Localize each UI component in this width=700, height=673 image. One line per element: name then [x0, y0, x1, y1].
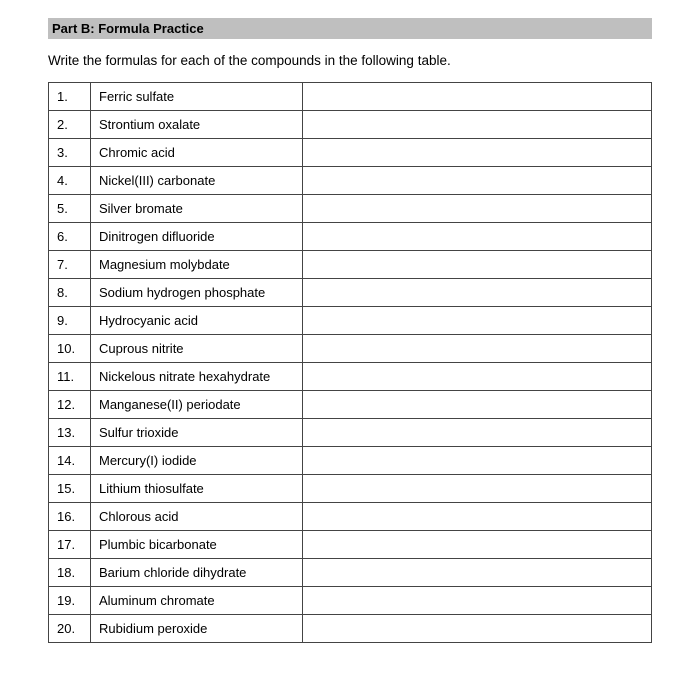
compound-name: Mercury(I) iodide	[91, 447, 303, 475]
instruction-text: Write the formulas for each of the compo…	[48, 53, 652, 68]
formula-answer-cell[interactable]	[303, 419, 652, 447]
table-row: 10.Cuprous nitrite	[49, 335, 652, 363]
formula-answer-cell[interactable]	[303, 139, 652, 167]
row-number: 12.	[49, 391, 91, 419]
formula-answer-cell[interactable]	[303, 531, 652, 559]
row-number: 7.	[49, 251, 91, 279]
table-row: 17.Plumbic bicarbonate	[49, 531, 652, 559]
compound-name: Nickelous nitrate hexahydrate	[91, 363, 303, 391]
table-row: 14.Mercury(I) iodide	[49, 447, 652, 475]
section-title: Part B: Formula Practice	[48, 18, 652, 39]
formula-answer-cell[interactable]	[303, 587, 652, 615]
formula-answer-cell[interactable]	[303, 223, 652, 251]
compound-name: Chlorous acid	[91, 503, 303, 531]
row-number: 2.	[49, 111, 91, 139]
compound-name: Sodium hydrogen phosphate	[91, 279, 303, 307]
row-number: 20.	[49, 615, 91, 643]
compound-name: Manganese(II) periodate	[91, 391, 303, 419]
compound-name: Ferric sulfate	[91, 83, 303, 111]
compound-name: Sulfur trioxide	[91, 419, 303, 447]
row-number: 18.	[49, 559, 91, 587]
table-row: 3.Chromic acid	[49, 139, 652, 167]
table-row: 6.Dinitrogen difluoride	[49, 223, 652, 251]
compound-name: Nickel(III) carbonate	[91, 167, 303, 195]
formula-answer-cell[interactable]	[303, 167, 652, 195]
table-row: 20.Rubidium peroxide	[49, 615, 652, 643]
formula-answer-cell[interactable]	[303, 447, 652, 475]
row-number: 13.	[49, 419, 91, 447]
compound-name: Chromic acid	[91, 139, 303, 167]
formula-table: 1.Ferric sulfate2.Strontium oxalate3.Chr…	[48, 82, 652, 643]
table-row: 15.Lithium thiosulfate	[49, 475, 652, 503]
table-row: 8.Sodium hydrogen phosphate	[49, 279, 652, 307]
formula-answer-cell[interactable]	[303, 363, 652, 391]
row-number: 5.	[49, 195, 91, 223]
row-number: 10.	[49, 335, 91, 363]
formula-answer-cell[interactable]	[303, 503, 652, 531]
table-row: 4.Nickel(III) carbonate	[49, 167, 652, 195]
formula-answer-cell[interactable]	[303, 475, 652, 503]
compound-name: Aluminum chromate	[91, 587, 303, 615]
formula-answer-cell[interactable]	[303, 307, 652, 335]
formula-answer-cell[interactable]	[303, 251, 652, 279]
compound-name: Cuprous nitrite	[91, 335, 303, 363]
row-number: 15.	[49, 475, 91, 503]
table-row: 13.Sulfur trioxide	[49, 419, 652, 447]
row-number: 8.	[49, 279, 91, 307]
table-row: 9.Hydrocyanic acid	[49, 307, 652, 335]
table-row: 2.Strontium oxalate	[49, 111, 652, 139]
formula-answer-cell[interactable]	[303, 615, 652, 643]
row-number: 6.	[49, 223, 91, 251]
formula-answer-cell[interactable]	[303, 195, 652, 223]
formula-answer-cell[interactable]	[303, 83, 652, 111]
table-row: 16.Chlorous acid	[49, 503, 652, 531]
compound-name: Dinitrogen difluoride	[91, 223, 303, 251]
formula-answer-cell[interactable]	[303, 279, 652, 307]
compound-name: Silver bromate	[91, 195, 303, 223]
compound-name: Hydrocyanic acid	[91, 307, 303, 335]
table-row: 1.Ferric sulfate	[49, 83, 652, 111]
row-number: 4.	[49, 167, 91, 195]
row-number: 14.	[49, 447, 91, 475]
row-number: 16.	[49, 503, 91, 531]
compound-name: Lithium thiosulfate	[91, 475, 303, 503]
compound-name: Plumbic bicarbonate	[91, 531, 303, 559]
formula-answer-cell[interactable]	[303, 335, 652, 363]
row-number: 9.	[49, 307, 91, 335]
compound-name: Strontium oxalate	[91, 111, 303, 139]
table-row: 11.Nickelous nitrate hexahydrate	[49, 363, 652, 391]
row-number: 19.	[49, 587, 91, 615]
table-row: 5.Silver bromate	[49, 195, 652, 223]
formula-answer-cell[interactable]	[303, 111, 652, 139]
table-row: 7.Magnesium molybdate	[49, 251, 652, 279]
compound-name: Magnesium molybdate	[91, 251, 303, 279]
table-row: 12.Manganese(II) periodate	[49, 391, 652, 419]
compound-name: Rubidium peroxide	[91, 615, 303, 643]
table-row: 19.Aluminum chromate	[49, 587, 652, 615]
row-number: 11.	[49, 363, 91, 391]
formula-answer-cell[interactable]	[303, 559, 652, 587]
worksheet-page: Part B: Formula Practice Write the formu…	[0, 0, 700, 673]
formula-answer-cell[interactable]	[303, 391, 652, 419]
row-number: 1.	[49, 83, 91, 111]
table-row: 18.Barium chloride dihydrate	[49, 559, 652, 587]
row-number: 17.	[49, 531, 91, 559]
row-number: 3.	[49, 139, 91, 167]
compound-name: Barium chloride dihydrate	[91, 559, 303, 587]
